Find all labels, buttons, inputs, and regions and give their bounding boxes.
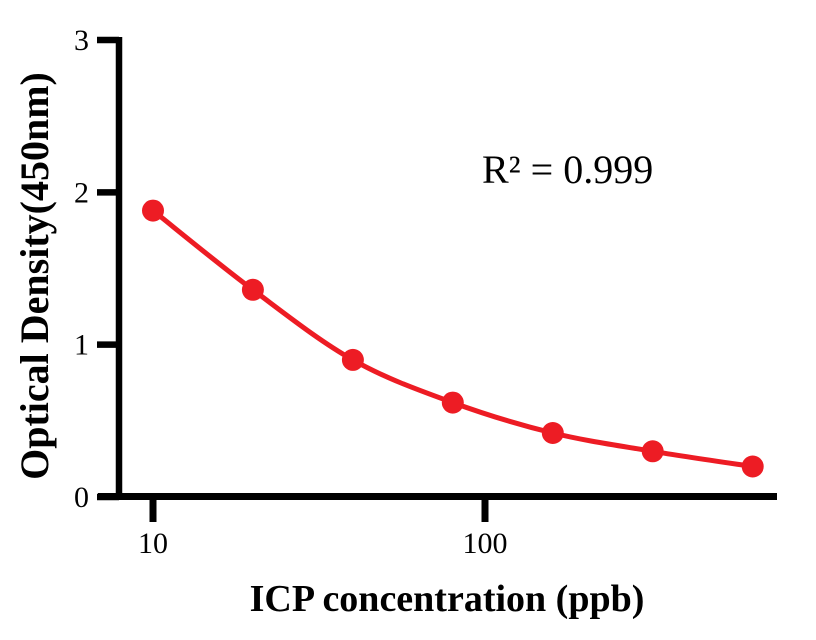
r-squared-annotation: R² = 0.999	[482, 147, 653, 192]
plot-series	[142, 199, 764, 478]
x-tick-label: 10	[138, 527, 168, 560]
data-point-marker	[641, 440, 664, 463]
axes: 0 1 2 3 10 100	[74, 24, 777, 560]
y-tick-label: 1	[74, 329, 89, 362]
data-point-marker	[741, 455, 764, 478]
y-tick-label: 3	[74, 24, 89, 57]
data-point-marker	[142, 199, 164, 222]
y-tick-label: 2	[74, 176, 89, 209]
data-point-marker	[441, 391, 464, 414]
y-axis-title: Optical Density(450nm)	[12, 72, 57, 480]
data-point-marker	[241, 278, 264, 301]
data-point-marker	[541, 422, 564, 444]
y-tick-label: 0	[74, 481, 89, 514]
data-point-marker	[341, 348, 364, 371]
x-axis-title: ICP concentration (ppb)	[250, 578, 645, 620]
fit-curve	[150, 208, 756, 469]
x-tick-label: 100	[463, 527, 508, 560]
